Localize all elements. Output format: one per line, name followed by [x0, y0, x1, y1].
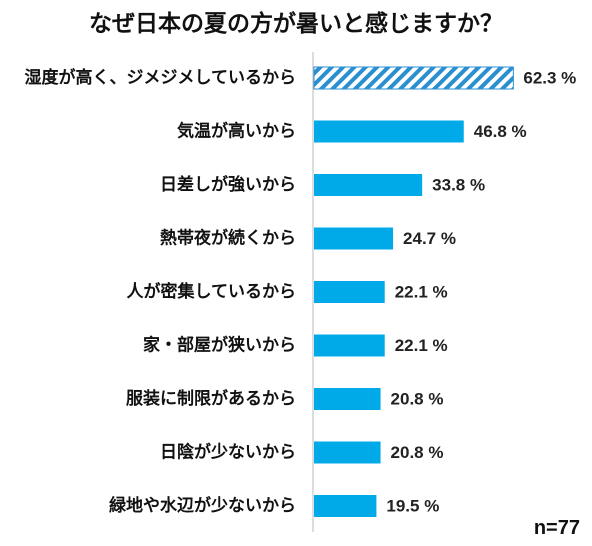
bar	[314, 120, 464, 143]
bar	[314, 281, 385, 303]
category-label: 家・部屋が狭いから	[143, 335, 296, 356]
bar	[314, 441, 381, 464]
category-label: 服装に制限があるから	[126, 388, 296, 409]
category-label: 湿度が高く、ジメジメしているから	[25, 67, 297, 88]
bar	[314, 388, 381, 410]
category-label: 日陰が少ないから	[160, 442, 296, 463]
category-label: 緑地や水辺が少ないから	[109, 495, 296, 516]
value-label: 24.7 %	[403, 229, 456, 248]
category-label: 熱帯夜が続くから	[160, 228, 296, 249]
value-label: 62.3 %	[523, 69, 576, 88]
chart-title: なぜ日本の夏の方が暑いと感じますか？	[89, 11, 503, 37]
value-label: 19.5 %	[386, 497, 439, 516]
value-label: 20.8 %	[391, 443, 444, 462]
category-label: 人が密集しているから	[127, 281, 297, 302]
bar	[314, 227, 394, 250]
category-label: 日差しが強いから	[160, 174, 296, 195]
value-label: 33.8 %	[432, 176, 485, 195]
value-label: 20.8 %	[391, 390, 444, 409]
value-label: 22.1 %	[395, 336, 448, 355]
value-label: 46.8 %	[474, 122, 527, 141]
bar	[314, 174, 423, 196]
value-label: 22.1 %	[395, 283, 448, 302]
sample-size-note: n=77	[533, 517, 580, 539]
bar	[314, 495, 377, 517]
bar	[314, 334, 385, 357]
category-label: 気温が高いから	[176, 121, 296, 142]
bar	[313, 66, 514, 90]
